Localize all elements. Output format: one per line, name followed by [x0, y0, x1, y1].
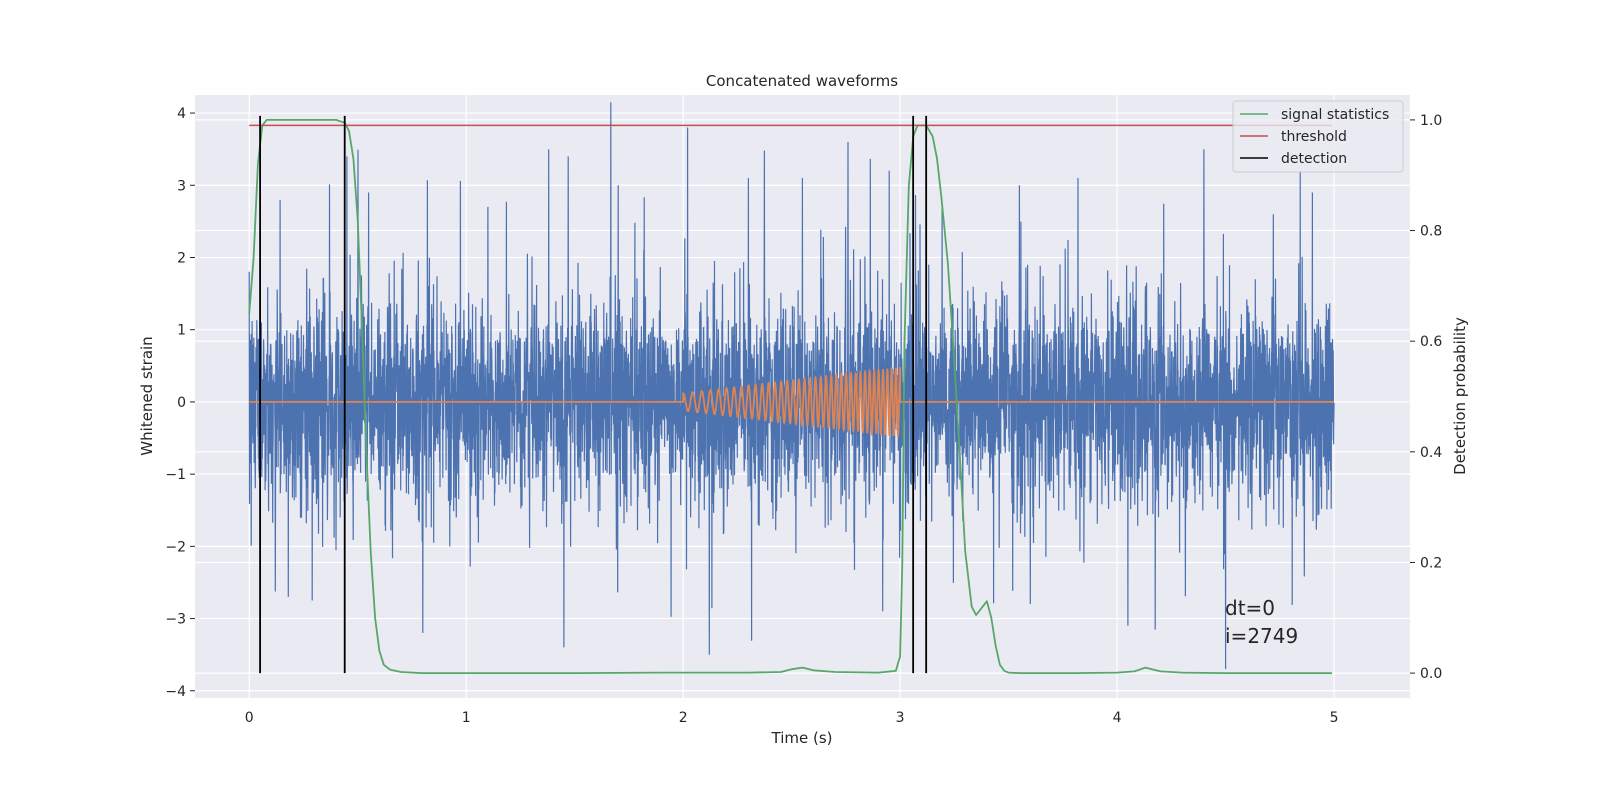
y-tick-label: 3 — [177, 178, 186, 194]
y-right-tick-label: 0.4 — [1420, 445, 1442, 461]
y-tick-label: −2 — [165, 539, 186, 555]
injection-series — [249, 367, 1335, 438]
y-tick-label: −1 — [165, 467, 186, 483]
y-right-tick-label: 0.6 — [1420, 334, 1442, 350]
x-tick-label: 1 — [462, 710, 471, 726]
legend-box — [1232, 100, 1404, 173]
y-right-tick-label: 0.0 — [1420, 666, 1442, 682]
x-tick-label: 5 — [1330, 710, 1339, 726]
y-right-tick-label: 1.0 — [1420, 113, 1442, 129]
y-tick-label: 4 — [177, 106, 186, 122]
injection-line — [249, 367, 1335, 438]
x-tick-label: 3 — [896, 710, 905, 726]
y-right-tick-label: 0.2 — [1420, 555, 1442, 571]
legend: signal statistics threshold detection — [1232, 100, 1404, 173]
legend-label-detection: detection — [1281, 151, 1347, 167]
x-tick-label: 4 — [1113, 710, 1122, 726]
y-tick-label: −3 — [165, 612, 186, 628]
x-tick-label: 2 — [679, 710, 688, 726]
y-axis-label-right: Detection probability — [1451, 317, 1469, 475]
legend-label-threshold: threshold — [1281, 129, 1347, 145]
y-tick-label: 0 — [177, 395, 186, 411]
detection-series — [259, 115, 928, 674]
legend-label-signal-statistics: signal statistics — [1281, 107, 1389, 123]
x-tick-label: 0 — [245, 710, 254, 726]
annotation-index: i=2749 — [1225, 624, 1298, 648]
y-axis-label: Whitened strain — [138, 336, 156, 455]
axes: 0 1 2 3 4 5 −4 −3 −2 −1 0 1 2 3 4 0.0 0.2 0.4 0.6 0.8 1.0 — [165, 106, 1442, 726]
chart-title: Concatenated waveforms — [706, 72, 898, 90]
x-axis-label: Time (s) — [771, 729, 833, 747]
annotation-dt: dt=0 — [1225, 596, 1275, 620]
y-right-tick-label: 0.8 — [1420, 224, 1442, 240]
y-tick-label: −4 — [165, 684, 186, 700]
y-tick-label: 1 — [177, 323, 186, 339]
signal-statistics-series — [248, 119, 1332, 674]
signal-statistics-line — [248, 119, 1332, 674]
y-tick-label: 2 — [177, 250, 186, 266]
